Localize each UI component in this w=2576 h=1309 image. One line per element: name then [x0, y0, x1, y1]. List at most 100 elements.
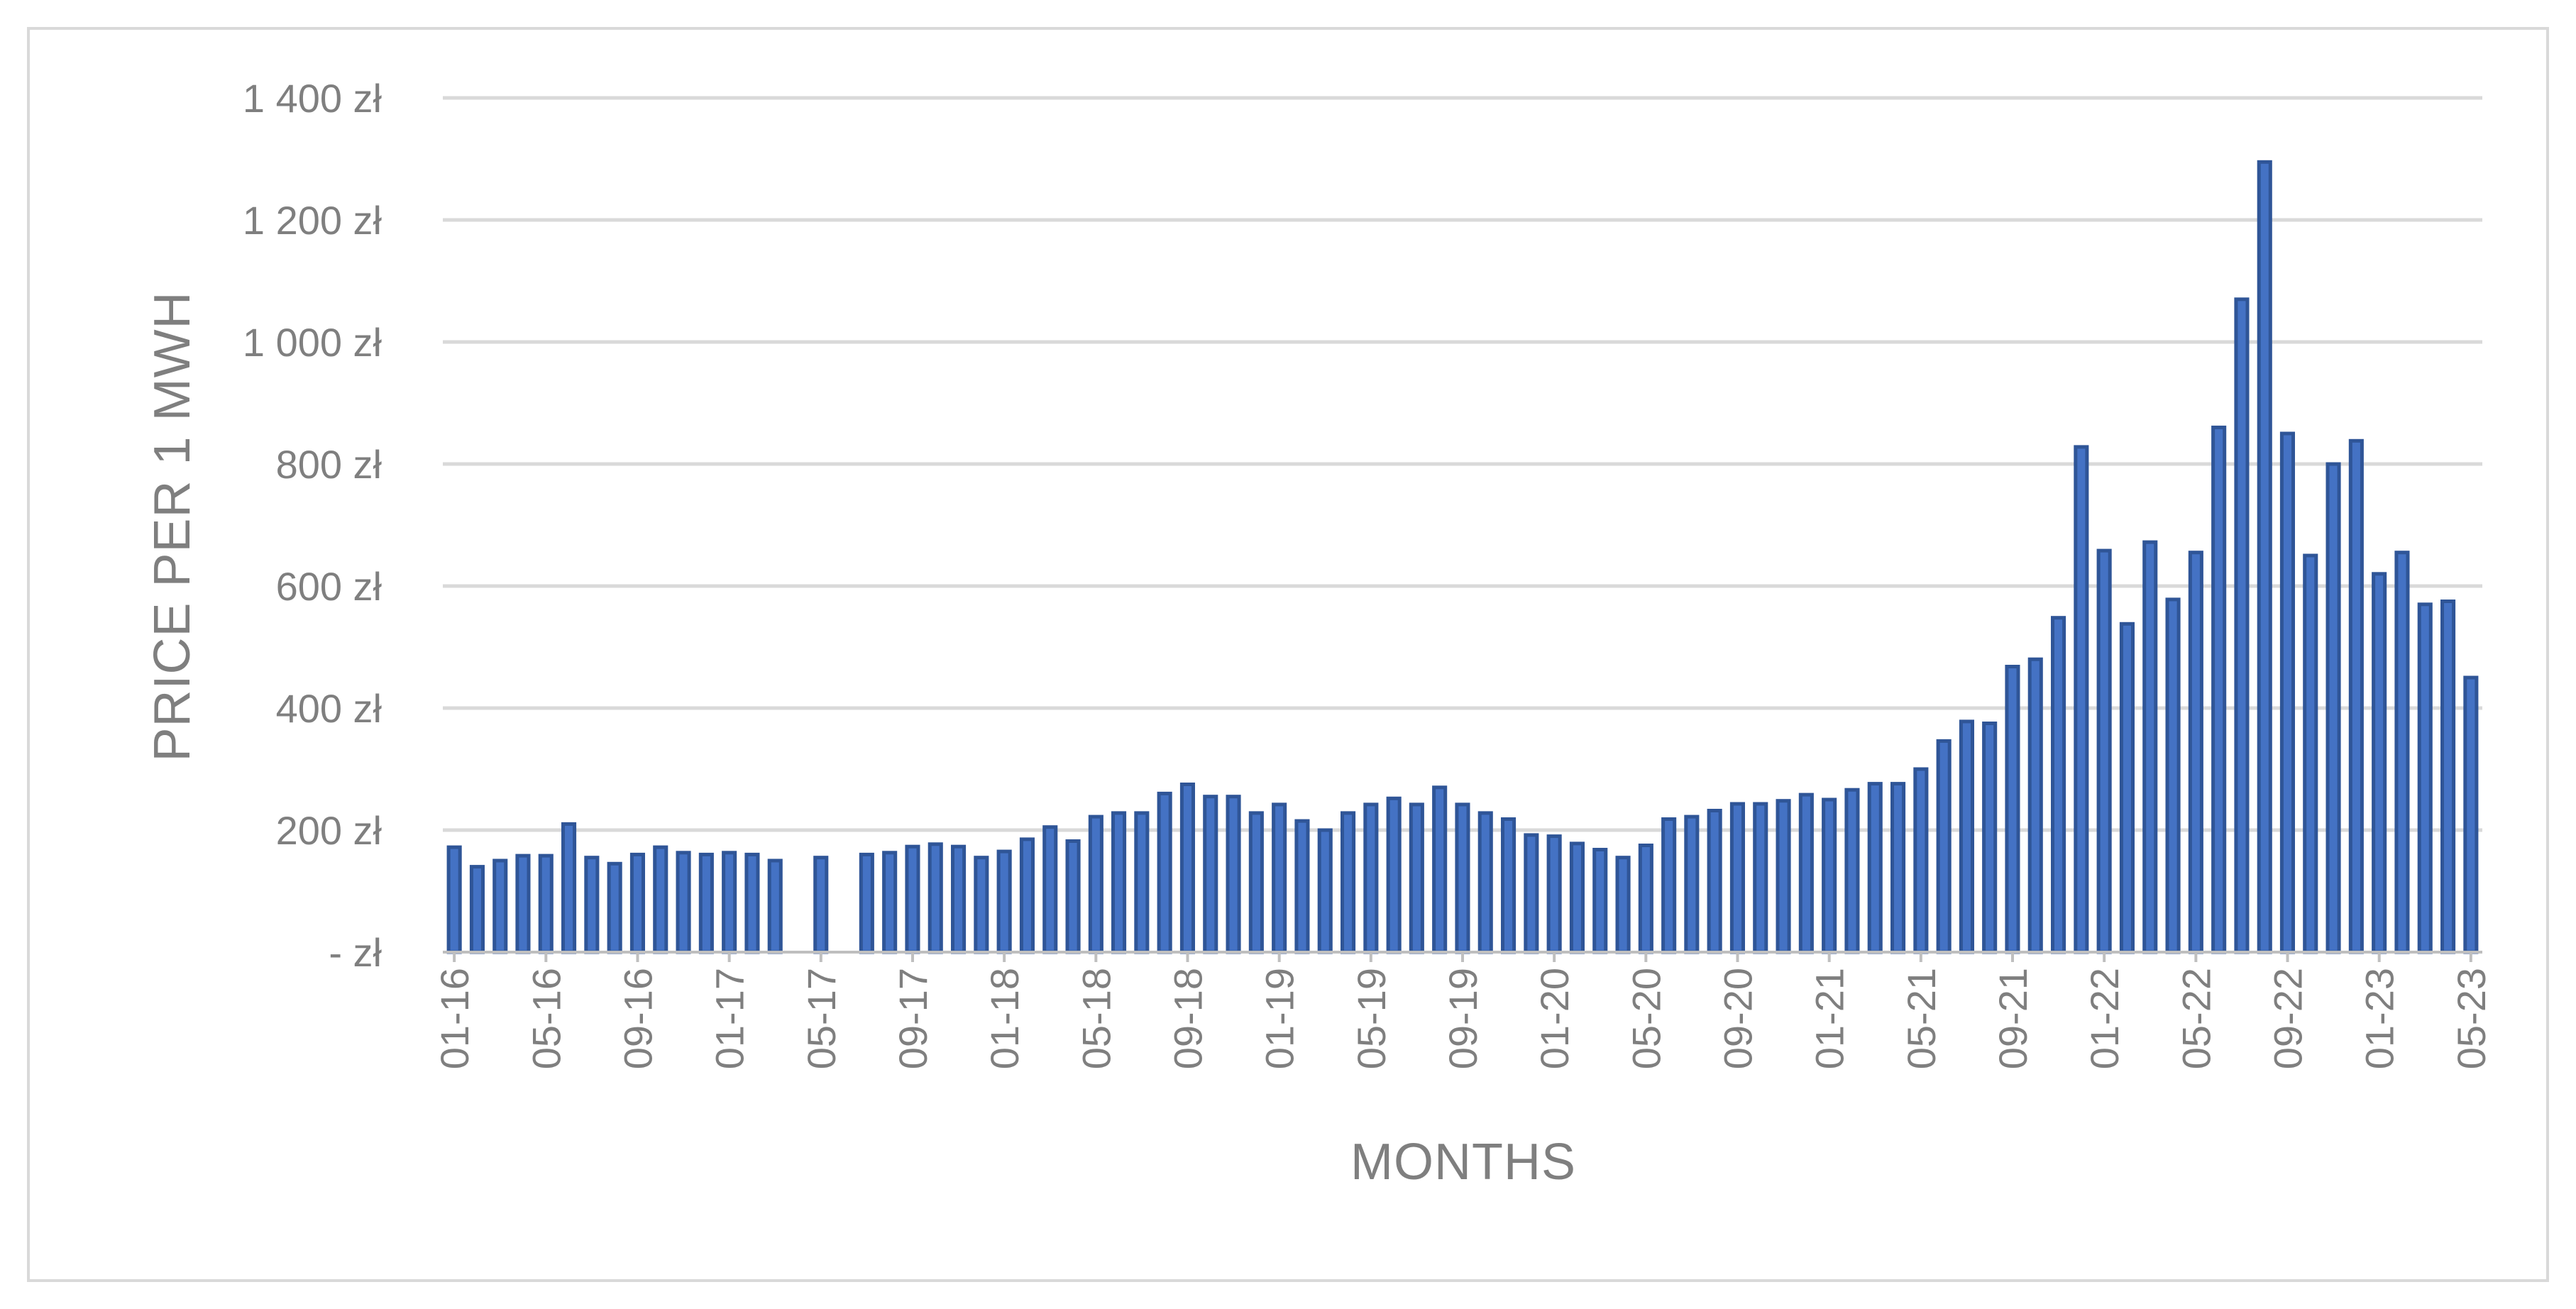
- bar: [2119, 622, 2135, 954]
- x-tick-label: 09-19: [1441, 968, 1485, 1069]
- bar: [1776, 799, 1791, 954]
- bar: [996, 849, 1012, 954]
- bar: [2051, 616, 2066, 954]
- bar: [1569, 841, 1585, 954]
- x-tick-label: 05-22: [2174, 968, 2218, 1069]
- bar: [1432, 785, 1448, 954]
- bar: [2325, 462, 2341, 954]
- y-tick-label: 1 000 zł: [243, 320, 382, 365]
- y-tick-label: 1 400 zł: [243, 76, 382, 121]
- bar: [1936, 739, 1952, 954]
- bar: [2463, 675, 2479, 954]
- bar: [607, 861, 622, 954]
- bar: [2074, 445, 2089, 954]
- x-axis-tick-labels: 01-16 05-16 09-16 01-17 05-17 09-17 01-18 05-18…: [432, 952, 2494, 1069]
- bar: [905, 844, 920, 954]
- bar: [859, 852, 874, 954]
- bar: [1707, 809, 1722, 954]
- bar: [1798, 792, 1814, 954]
- bar: [515, 854, 531, 954]
- x-tick-label: 09-22: [2266, 968, 2311, 1069]
- x-tick-label: 01-21: [1807, 968, 1852, 1069]
- bar: [1546, 834, 1562, 954]
- bar: [2234, 297, 2250, 954]
- bar: [2348, 438, 2364, 954]
- bar: [767, 858, 783, 954]
- x-tick-label: 01-20: [1532, 968, 1577, 1069]
- x-tick-label: 01-19: [1257, 968, 1302, 1069]
- bar: [676, 851, 691, 954]
- bar: [1959, 719, 1974, 954]
- bar: [1638, 844, 1653, 954]
- x-tick-label: 01-22: [2082, 968, 2127, 1069]
- bar: [2257, 160, 2272, 954]
- x-tick-label: 09-21: [1991, 968, 2035, 1069]
- bar: [2142, 540, 2158, 954]
- bar: [698, 852, 714, 954]
- bar: [1753, 802, 1768, 954]
- x-tick-label: 01-23: [2357, 968, 2402, 1069]
- bar: [1294, 819, 1310, 954]
- bar: [584, 856, 600, 954]
- bar: [629, 852, 646, 954]
- bar: [2165, 597, 2181, 954]
- bar: [2279, 431, 2295, 954]
- y-tick-label: 1 200 zł: [243, 198, 382, 243]
- bar: [1615, 856, 1631, 954]
- bar: [1317, 828, 1333, 954]
- bar: [1134, 811, 1150, 954]
- x-tick-label: 01-16: [432, 968, 477, 1069]
- bar: [2440, 600, 2456, 954]
- bar: [1341, 811, 1356, 954]
- bar: [2005, 665, 2020, 954]
- bar: [1729, 802, 1745, 954]
- bar: [1867, 782, 1883, 954]
- bar: [1363, 802, 1379, 954]
- bar: [1111, 811, 1127, 954]
- chart-frame: - zł 200 zł 400 zł 600 zł 800 zł 1 000 zł 1 20…: [27, 27, 2549, 1282]
- gridlines: [443, 96, 2482, 832]
- bar: [653, 845, 668, 954]
- bar: [722, 851, 737, 954]
- bar: [813, 856, 829, 954]
- bar: [1455, 802, 1470, 954]
- bar: [2394, 551, 2410, 954]
- bar: [2027, 657, 2043, 954]
- bar: [561, 822, 577, 954]
- bar: [1019, 837, 1035, 954]
- y-tick-label: 800 zł: [276, 442, 382, 487]
- x-axis-title: MONTHS: [1350, 1134, 1576, 1191]
- bar: [1088, 814, 1103, 954]
- bar: [2303, 553, 2318, 954]
- bar: [538, 854, 554, 954]
- bar: [1890, 782, 1906, 954]
- y-axis-tick-labels: - zł 200 zł 400 zł 600 zł 800 zł 1 000 zł 1 20…: [243, 76, 382, 975]
- bar: [1501, 817, 1517, 954]
- y-axis-title: PRICE PER 1 MWH: [144, 291, 201, 761]
- bar: [2417, 602, 2433, 954]
- bar: [469, 865, 485, 954]
- y-tick-label: 200 zł: [276, 808, 382, 853]
- x-tick-label: 05-21: [1899, 968, 1944, 1069]
- bar-chart: - zł 200 zł 400 zł 600 zł 800 zł 1 000 zł 1 20…: [144, 76, 2494, 1191]
- x-tick-label: 01-17: [708, 968, 752, 1069]
- bar: [446, 845, 462, 954]
- x-tick-label: 05-16: [524, 968, 568, 1069]
- bar: [2211, 425, 2227, 954]
- bar: [882, 851, 898, 954]
- bar: [2188, 551, 2203, 954]
- x-tick-label: 09-17: [891, 968, 935, 1069]
- bar: [1592, 848, 1608, 954]
- x-tick-label: 01-18: [982, 968, 1027, 1069]
- bar: [1409, 802, 1424, 954]
- bar: [1477, 811, 1493, 954]
- bar: [1822, 797, 1837, 954]
- y-tick-label: - zł: [329, 930, 382, 975]
- bar: [1157, 791, 1172, 954]
- x-tick-label: 09-20: [1716, 968, 1761, 1069]
- y-tick-label: 400 zł: [276, 686, 382, 731]
- bar: [2372, 572, 2387, 954]
- bar: [1913, 767, 1929, 954]
- bar: [1524, 833, 1539, 954]
- x-tick-label: 05-17: [799, 968, 844, 1069]
